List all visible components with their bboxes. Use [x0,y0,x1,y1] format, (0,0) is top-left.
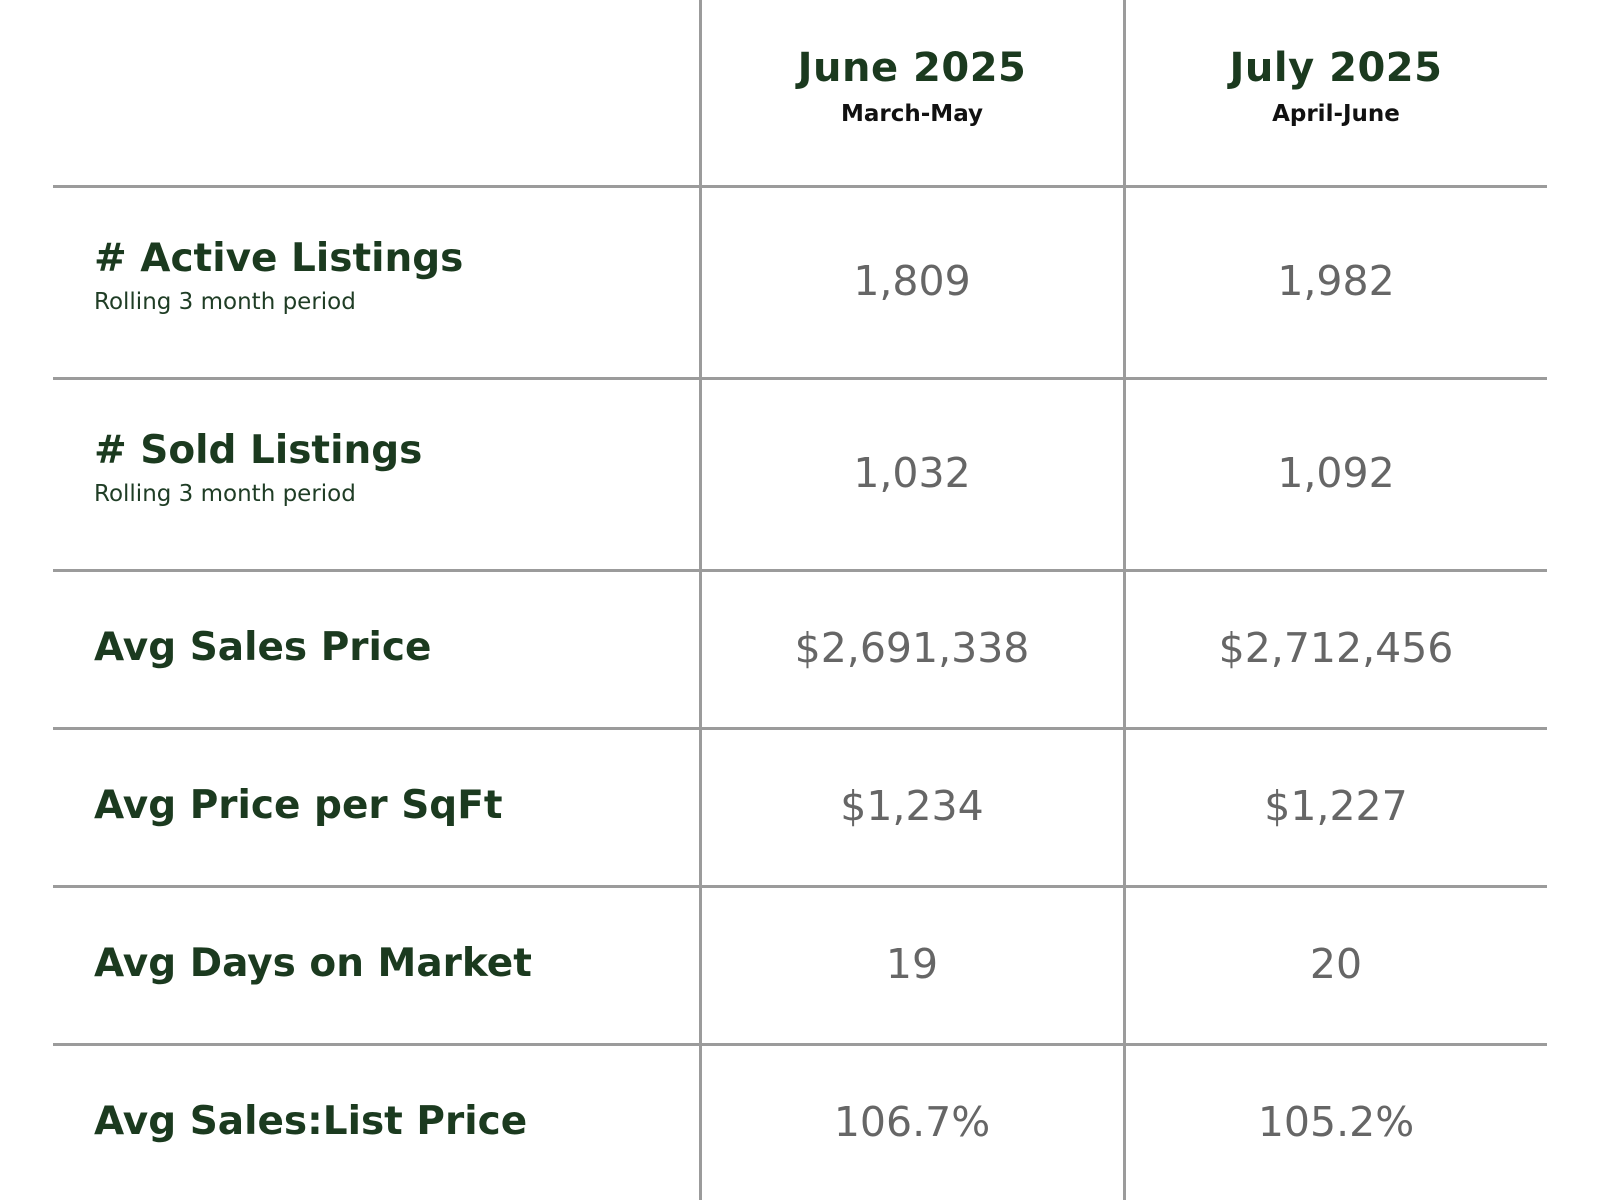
column-divider [699,0,702,1200]
cell-value: 106.7% [833,1098,991,1146]
cell-value: 1,032 [853,449,971,497]
row-label-subtitle: Rolling 3 month period [94,481,356,507]
row-label-sold-listings: # Sold Listings Rolling 3 month period [94,426,674,510]
row-divider [53,569,1547,572]
column-header-july: July 2025 April-June [1126,40,1546,132]
cell-value: 105.2% [1257,1098,1415,1146]
column-header-subtitle: March-May [841,101,983,127]
row-divider [53,377,1547,380]
row-label-avg-days-on-market: Avg Days on Market [94,939,674,989]
row-label-title: Avg Days on Market [94,941,532,986]
cell-value: 1,809 [853,257,971,305]
column-divider [1123,0,1126,1200]
column-header-title: July 2025 [1229,45,1443,91]
row-label-title: Avg Sales Price [94,625,432,670]
cell-value: 1,982 [1277,257,1395,305]
row-label-title: Avg Sales:List Price [94,1099,528,1144]
row-divider [53,1043,1547,1046]
row-label-title: Avg Price per SqFt [94,783,503,828]
row-label-avg-sales-list-price: Avg Sales:List Price [94,1097,674,1147]
row-label-subtitle: Rolling 3 month period [94,289,356,315]
cell-value: $2,691,338 [794,624,1030,672]
row-divider [53,185,1547,188]
row-label-avg-sales-price: Avg Sales Price [94,623,674,673]
column-header-june: June 2025 March-May [702,40,1122,132]
row-label-avg-price-per-sqft: Avg Price per SqFt [94,781,674,831]
row-divider [53,727,1547,730]
cell-value: $1,234 [840,782,984,830]
row-label-title: # Active Listings [94,236,464,281]
cell-value: $2,712,456 [1218,624,1454,672]
row-divider [53,885,1547,888]
cell-value: $1,227 [1264,782,1408,830]
cell-value: 20 [1309,940,1363,988]
column-header-subtitle: April-June [1272,101,1400,127]
column-header-title: June 2025 [797,45,1027,91]
cell-value: 1,092 [1277,449,1395,497]
row-label-active-listings: # Active Listings Rolling 3 month period [94,234,674,318]
cell-value: 19 [885,940,939,988]
row-label-title: # Sold Listings [94,428,423,473]
